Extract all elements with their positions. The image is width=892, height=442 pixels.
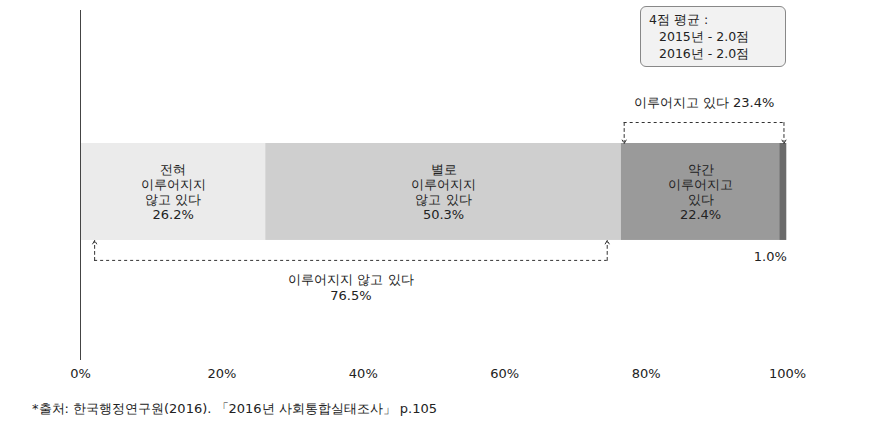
svg-text:전혀이루어지지않고 있다26.2%: 전혀이루어지지않고 있다26.2% — [141, 162, 206, 222]
svg-text:별로이루어지지않고 있다50.3%: 별로이루어지지않고 있다50.3% — [411, 162, 476, 222]
svg-text:80%: 80% — [632, 366, 661, 381]
html-text:2016년 - 2.0점: 2016년 - 2.0점 — [659, 46, 750, 61]
html-text:*출처: 한국행정연구원(2016). 「2016년 사회통: *출처: 한국행정연구원(2016). 「2016년 사회통합실태조사」 p.1… — [32, 401, 438, 416]
svg-text:이루어지지 않고 있다76.5%: 이루어지지 않고 있다76.5% — [288, 272, 413, 303]
svg-text:40%: 40% — [349, 366, 378, 381]
svg-text:1.0%: 1.0% — [754, 249, 787, 264]
svg-text:100%: 100% — [769, 366, 806, 381]
svg-text:20%: 20% — [207, 366, 236, 381]
html-text:2015년 - 2.0점: 2015년 - 2.0점 — [659, 29, 750, 44]
html-text:4점 평균 :: 4점 평균 : — [649, 12, 709, 27]
svg-text:이루어지고 있다 23.4%: 이루어지고 있다 23.4% — [634, 95, 775, 110]
svg-text:60%: 60% — [490, 366, 519, 381]
svg-text:0%: 0% — [70, 366, 91, 381]
svg-text:약간이루어지고있다22.4%: 약간이루어지고있다22.4% — [668, 162, 733, 222]
